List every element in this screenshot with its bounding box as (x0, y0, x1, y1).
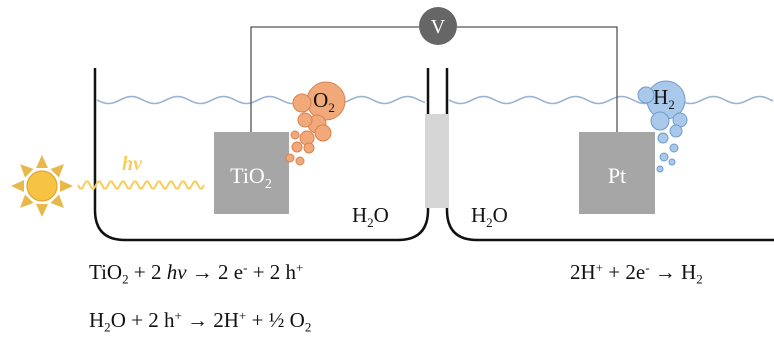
left-solvent-label: H2O (352, 203, 389, 230)
oxygen-bubbles (285, 81, 346, 166)
water-surface-left (96, 95, 426, 105)
cell-drawing: V TiO2 Pt O2 H2 H2O H2O hv (11, 7, 774, 242)
sun-ray (20, 194, 34, 208)
sun-ray (50, 164, 64, 178)
water-surface-right (448, 95, 774, 105)
sun-ray (11, 180, 24, 192)
bubble (303, 142, 315, 154)
anode-equation-2: H2O + 2 h+ → 2H+ + ½ O2 (89, 307, 312, 335)
sun-ray (20, 164, 34, 178)
left-compartment-wall (93, 68, 430, 242)
right-compartment-wall (445, 68, 774, 242)
sun-icon (11, 155, 73, 217)
bubble (668, 158, 676, 166)
right-solvent-label: H2O (471, 203, 508, 230)
bubble (637, 86, 655, 104)
bubble (650, 111, 670, 131)
bubble (656, 165, 664, 173)
bubble (669, 143, 679, 153)
bubble (285, 153, 295, 163)
sun-core (26, 170, 58, 202)
bubble (295, 156, 305, 166)
sun-ray (60, 180, 73, 192)
bubble (297, 112, 313, 128)
pt-electrode (579, 132, 655, 214)
bubble (657, 132, 669, 144)
hydrogen-label: H2 (653, 85, 675, 112)
hydrogen-bubbles (637, 80, 688, 173)
tio2-electrode-label: TiO2 (230, 163, 272, 192)
oxygen-label: O2 (313, 88, 335, 115)
anode-equation-1: TiO2 + 2 hv → 2 e- + 2 h+ (89, 259, 304, 287)
bubble (290, 130, 300, 140)
bubble (291, 141, 303, 153)
sun-ray (36, 204, 48, 217)
voltmeter-label: V (431, 16, 446, 38)
circuit-wire (250, 26, 618, 132)
tio2-electrode (214, 132, 289, 214)
bubble (292, 93, 312, 113)
voltmeter: V (419, 7, 457, 45)
bubble (659, 152, 669, 162)
cathode-equation: 2H+ + 2e- → H2 (570, 259, 703, 287)
photon-wave (77, 180, 205, 190)
photon-label: hv (122, 153, 143, 175)
sun-ray (50, 194, 64, 208)
membrane (425, 114, 449, 208)
sun-ray (36, 155, 48, 168)
bubble (669, 124, 683, 138)
bubble (314, 124, 332, 142)
pt-electrode-label: Pt (608, 163, 626, 188)
